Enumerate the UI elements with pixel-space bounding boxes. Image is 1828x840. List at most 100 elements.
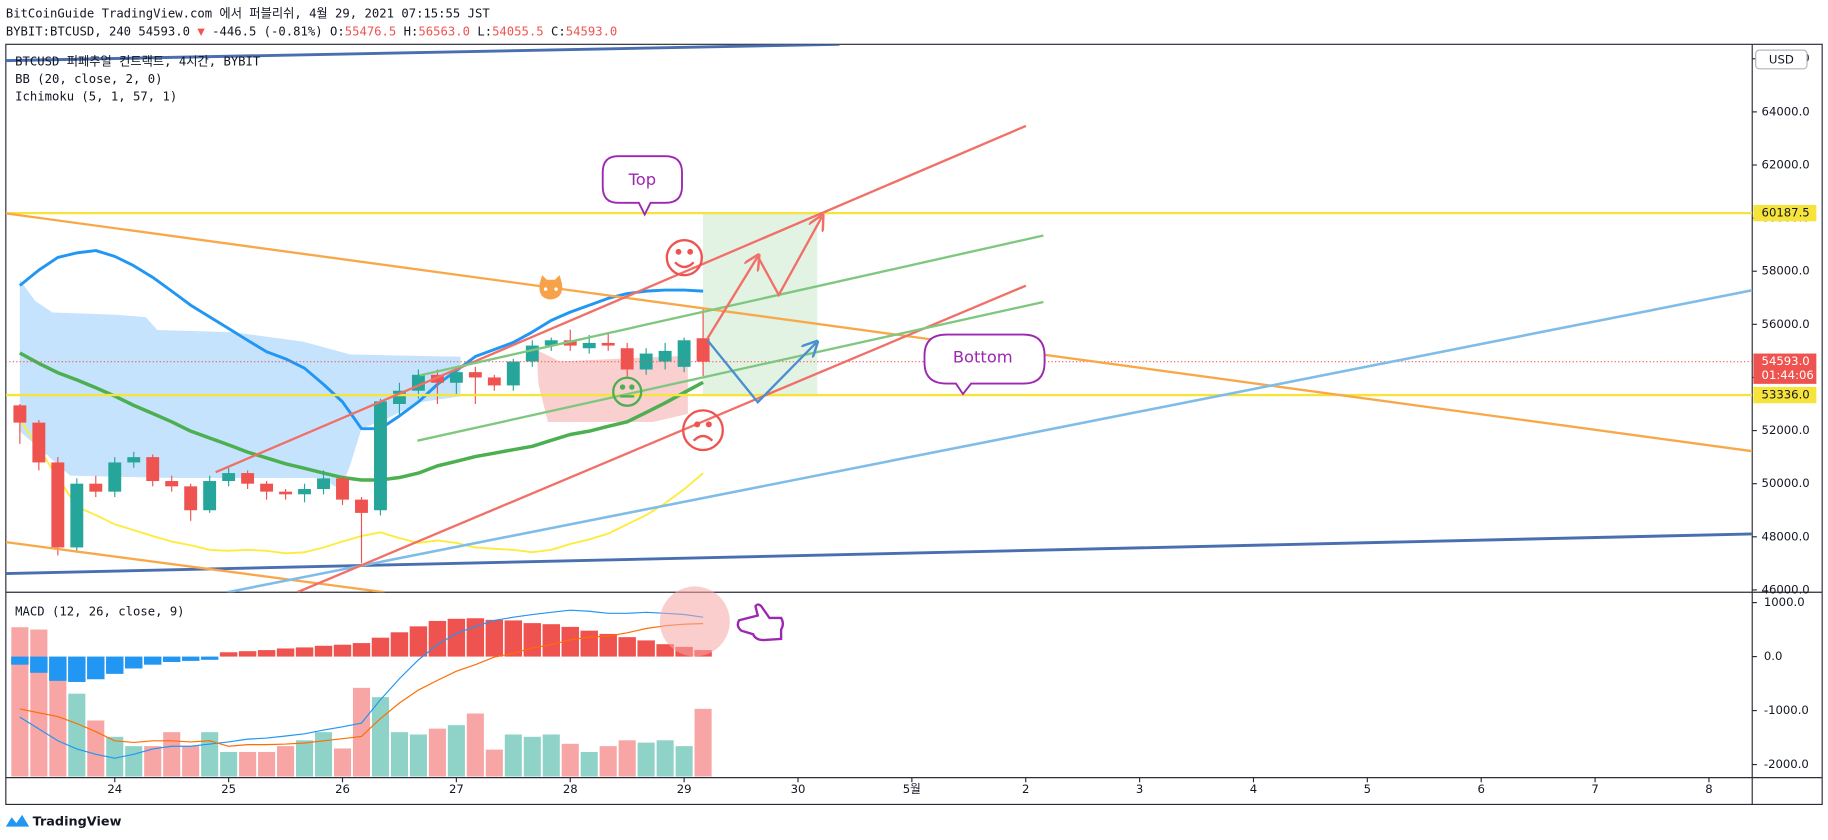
histogram-bar <box>125 656 143 669</box>
x-tick-label: 2 <box>1022 782 1029 796</box>
volume-bar <box>125 746 143 777</box>
c-key: C: <box>551 24 566 38</box>
h-value: 56563.0 <box>418 24 470 38</box>
candle-body <box>430 374 444 383</box>
volume-bar <box>694 708 712 777</box>
annotation: Bottom <box>953 347 1013 366</box>
x-tick-label: 28 <box>563 782 578 796</box>
volume-bar <box>220 751 238 777</box>
candle-body <box>468 372 482 378</box>
volume-bar <box>239 751 257 777</box>
smiley-sad <box>682 409 724 452</box>
volume-bar <box>675 746 693 777</box>
y-tick-label: 58000.0 <box>1762 264 1810 278</box>
candle-body <box>127 457 141 463</box>
candle-body <box>241 473 255 484</box>
x-tick-label: 5 <box>1364 782 1371 796</box>
symbol: BYBIT:BTCUSD, 240 54593.0 <box>6 24 190 38</box>
x-tick-label: 8 <box>1705 782 1712 796</box>
y-tick-label: -1000.0 <box>1764 703 1809 717</box>
y-tick-label: 46000.0 <box>1762 582 1810 596</box>
histogram-bar <box>257 650 276 657</box>
histogram-bar <box>599 633 617 657</box>
histogram-bar <box>11 656 29 665</box>
main-under <box>19 213 818 490</box>
candle-body <box>222 473 236 482</box>
candle-body <box>620 348 634 370</box>
l-key: L: <box>477 24 492 38</box>
volume-bar <box>523 736 541 777</box>
volume-bar <box>106 736 124 777</box>
macd-title: MACD (12, 26, close, 9) <box>15 605 184 619</box>
volume-bar <box>390 732 408 777</box>
candle-body <box>355 499 368 513</box>
histogram-bar <box>200 656 219 660</box>
last-price-bg <box>1753 353 1817 384</box>
change: -446.5 (-0.81%) <box>212 24 323 38</box>
candle-body <box>506 361 520 386</box>
footer-brand: TradingView <box>33 814 122 829</box>
volume-bar <box>11 627 29 777</box>
volume-bar <box>504 734 522 777</box>
candle-body <box>696 338 710 362</box>
symbol-line: BYBIT:BTCUSD, 240 54593.0 ▼ -446.5 (-0.8… <box>6 24 617 38</box>
macd-line <box>19 609 704 759</box>
candle-body <box>13 405 27 423</box>
candle-body <box>70 483 84 548</box>
x-tick-label: 3 <box>1136 782 1143 796</box>
histogram-bar <box>30 656 48 673</box>
countdown: 01:44:06 <box>1762 368 1814 382</box>
candle-body <box>677 340 691 367</box>
y-tick-label: 56000.0 <box>1762 317 1810 331</box>
histogram-bar <box>656 644 674 657</box>
x-tick-label: 6 <box>1478 782 1485 796</box>
histogram-bar <box>447 618 466 657</box>
histogram-bar <box>143 656 162 665</box>
volume-bar <box>409 734 427 777</box>
legend-bb: BB (20, close, 2, 0) <box>15 72 162 86</box>
histogram-bar <box>371 637 390 657</box>
histogram-bar <box>523 623 542 657</box>
callout <box>923 333 1046 396</box>
volume-bar <box>144 746 162 777</box>
candle-body <box>108 462 122 492</box>
volume-bar <box>163 732 181 777</box>
histogram-bar <box>485 619 504 657</box>
candle-body <box>317 478 330 489</box>
hand-icon <box>736 603 785 642</box>
frame <box>5 43 1823 806</box>
ichimoku-cloud <box>19 279 461 490</box>
arrow <box>706 340 816 404</box>
trend-line <box>5 532 1753 576</box>
candle-body <box>601 342 615 346</box>
y-tick-label: 62000.0 <box>1762 157 1810 171</box>
annotation: Top <box>628 170 657 189</box>
x-tick-label: 26 <box>335 782 350 796</box>
y-tick-label: -2000.0 <box>1764 757 1809 771</box>
smiley-happy <box>665 239 703 277</box>
histogram-bar <box>409 626 428 657</box>
histogram-bar <box>618 637 636 657</box>
histogram-bar <box>219 652 238 657</box>
volume-bar <box>371 697 390 777</box>
trend-line <box>227 289 1753 593</box>
candle-body <box>32 422 46 463</box>
histogram-bar <box>238 651 257 657</box>
y-tick-label: 1000.0 <box>1764 595 1805 609</box>
candle-body <box>165 481 179 487</box>
volume-bar <box>447 725 465 777</box>
histogram-bar <box>352 643 371 657</box>
x-tick-label: 29 <box>677 782 692 796</box>
trend-line <box>215 124 1027 474</box>
trend-line <box>296 284 1027 593</box>
volume-bar <box>201 732 219 777</box>
price-label: 53336.0 <box>1762 388 1810 402</box>
c-value: 54593.0 <box>566 24 618 38</box>
logo-mark <box>5 814 30 827</box>
price-label-bg <box>1753 386 1817 404</box>
trend-line <box>417 300 1044 442</box>
candle-body <box>89 483 103 492</box>
volume-bar <box>30 629 48 777</box>
volume-bar <box>333 748 352 777</box>
